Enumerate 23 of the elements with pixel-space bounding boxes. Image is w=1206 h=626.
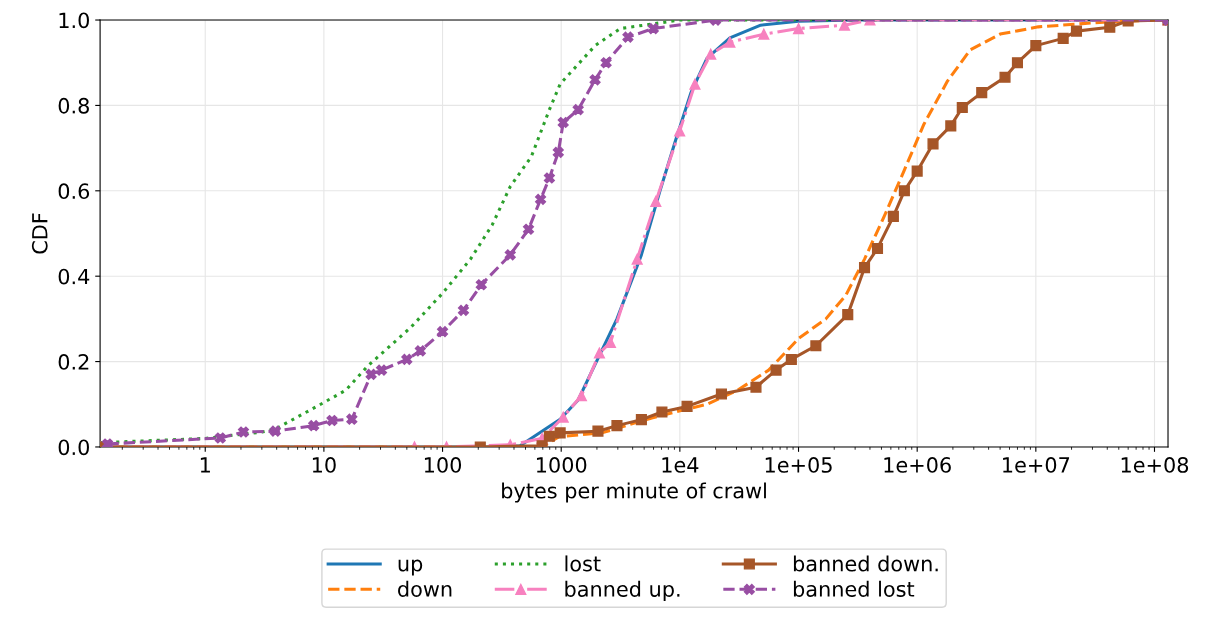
y-tick-label: 1.0: [59, 12, 89, 29]
x-tick-label: 100: [424, 457, 462, 473]
legend-label: lost: [565, 555, 601, 572]
legend-label: banned down.: [793, 555, 938, 572]
x-tick-label: 1e+06: [884, 457, 951, 473]
x-tick-label: 1000: [536, 457, 587, 473]
x-tick-label: 1e+07: [1003, 457, 1070, 473]
y-tick-label: 0.4: [58, 268, 90, 285]
y-tick-label: 0.6: [58, 183, 90, 200]
legend-label: banned lost: [793, 580, 915, 597]
x-axis-title: bytes per minute of crawl: [502, 482, 766, 503]
legend-label: banned up.: [565, 580, 680, 601]
legend-label: down: [398, 580, 452, 597]
y-tick-label: 0.2: [58, 354, 89, 370]
x-tick-label: 1e+05: [765, 457, 832, 473]
x-tick-label: 1e+08: [1121, 457, 1189, 473]
x-tick-label: 1e4: [662, 457, 699, 473]
x-tick-label: 10: [312, 457, 336, 473]
y-tick-label: 0.0: [58, 439, 89, 456]
y-tick-label: 0.8: [58, 97, 89, 114]
y-axis-title: CDF: [31, 213, 48, 254]
legend-label: up: [398, 559, 423, 576]
x-tick-label: 1: [200, 457, 210, 473]
